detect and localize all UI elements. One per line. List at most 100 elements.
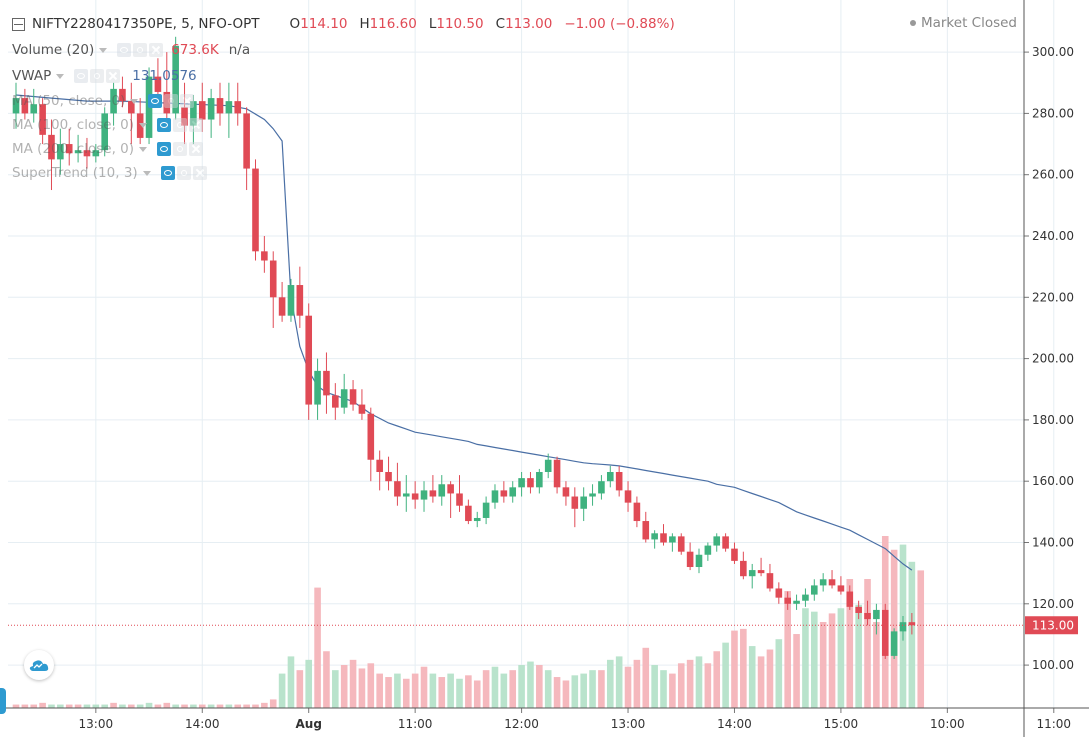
volume-bar	[207, 704, 215, 708]
close-icon[interactable]	[189, 142, 204, 156]
gear-icon[interactable]	[133, 43, 148, 57]
indicator-label[interactable]: Volume (20)	[12, 42, 95, 58]
candle	[624, 481, 632, 512]
gear-icon[interactable]	[90, 69, 105, 83]
last-price-label: 113.00	[1032, 619, 1074, 633]
candle	[598, 475, 605, 500]
volume-bar	[500, 673, 508, 708]
x-tick-label: 10:00	[930, 717, 965, 731]
volume-bar	[615, 656, 623, 708]
chevron-down-icon[interactable]	[139, 122, 148, 128]
candle-body	[473, 517, 481, 522]
volume-bar	[128, 704, 135, 708]
candle-body	[864, 612, 871, 620]
candle-body	[225, 101, 233, 114]
candle	[784, 591, 791, 610]
candle	[252, 159, 259, 261]
eye-icon[interactable]	[157, 142, 172, 156]
volume-bar	[740, 628, 747, 708]
volume-bar	[465, 675, 472, 708]
candle-body	[323, 370, 330, 396]
candle-body	[181, 107, 188, 126]
volume-bar	[562, 680, 570, 708]
gear-icon[interactable]	[173, 142, 188, 156]
candle	[811, 579, 818, 601]
candle-body	[536, 472, 543, 488]
close-icon[interactable]	[149, 43, 164, 57]
candle	[349, 380, 357, 411]
indicator-value: 131.0576	[132, 68, 197, 84]
chevron-down-icon[interactable]	[142, 170, 151, 176]
symbol-label[interactable]: NIFTY2280417350PE, 5, NFO-OPT	[32, 16, 260, 32]
chevron-down-icon[interactable]	[99, 47, 108, 53]
candle	[562, 481, 570, 506]
eye-icon[interactable]	[157, 118, 172, 132]
indicator-vwap[interactable]: VWAP 131.0576	[12, 68, 197, 84]
candle-body	[713, 536, 721, 546]
x-tick-label: 11:00	[1036, 717, 1071, 731]
candle-body	[757, 570, 765, 574]
eye-icon[interactable]	[74, 69, 89, 83]
volume-bar	[163, 702, 171, 708]
eye-icon[interactable]	[148, 94, 163, 108]
candle	[216, 82, 224, 126]
chevron-down-icon[interactable]	[130, 98, 139, 104]
y-tick-label: 260.00	[1032, 168, 1074, 182]
candle-body	[110, 88, 117, 114]
indicator-volume[interactable]: Volume (20) 673.6K n/a	[12, 42, 250, 58]
side-panel-handle[interactable]	[0, 688, 6, 714]
close-icon[interactable]	[192, 166, 207, 180]
candle-body	[261, 251, 268, 261]
candle-body	[669, 536, 676, 543]
indicator-ma-100[interactable]: MA (100, close, 0)	[12, 117, 205, 133]
candle-body	[394, 481, 401, 497]
indicator-ma-50[interactable]: MA (50, close, 0)	[12, 93, 196, 109]
chevron-down-icon[interactable]	[139, 146, 148, 152]
indicator-label[interactable]: MA (200, close, 0)	[12, 141, 135, 157]
eye-icon[interactable]	[160, 166, 175, 180]
gear-icon[interactable]	[173, 118, 188, 132]
gear-icon[interactable]	[164, 94, 179, 108]
collapse-icon[interactable]	[12, 17, 25, 31]
gear-icon[interactable]	[176, 166, 191, 180]
candle	[261, 236, 268, 273]
candle	[518, 472, 525, 497]
candle-body	[65, 144, 73, 154]
candle-body	[30, 104, 38, 114]
candle	[181, 82, 188, 145]
y-tick-label: 200.00	[1032, 352, 1074, 366]
candle	[491, 484, 499, 509]
candle	[74, 134, 82, 163]
candle-body	[128, 101, 135, 114]
candle-body	[269, 260, 277, 298]
candle-body	[784, 597, 791, 604]
volume-bar	[695, 656, 703, 708]
volume-bar	[482, 670, 490, 708]
logo-badge[interactable]	[24, 650, 54, 680]
eye-icon[interactable]	[117, 43, 132, 57]
volume-bar	[757, 656, 765, 708]
close-icon[interactable]	[106, 69, 121, 83]
volume-bars	[12, 536, 925, 708]
volume-bar	[216, 704, 224, 708]
indicator-label[interactable]: MA (100, close, 0)	[12, 117, 135, 133]
indicator-label[interactable]: SuperTrend (10, 3)	[12, 165, 138, 181]
indicator-ma-200[interactable]: MA (200, close, 0)	[12, 141, 205, 157]
close-icon[interactable]	[189, 118, 204, 132]
change-value: −1.00 (−0.88%)	[564, 16, 675, 32]
volume-bar	[456, 678, 463, 708]
chevron-down-icon[interactable]	[56, 73, 65, 79]
close-icon[interactable]	[180, 94, 195, 108]
indicator-controls	[160, 166, 209, 180]
candle-body	[908, 622, 916, 626]
indicator-label[interactable]: MA (50, close, 0)	[12, 93, 126, 109]
candle	[899, 616, 907, 641]
high-label: H	[359, 16, 370, 32]
indicator-label[interactable]: VWAP	[12, 68, 52, 84]
volume-bar	[624, 666, 632, 708]
indicator-supertrend[interactable]: SuperTrend (10, 3)	[12, 165, 209, 181]
candle-body	[482, 502, 490, 518]
candle	[92, 144, 100, 163]
